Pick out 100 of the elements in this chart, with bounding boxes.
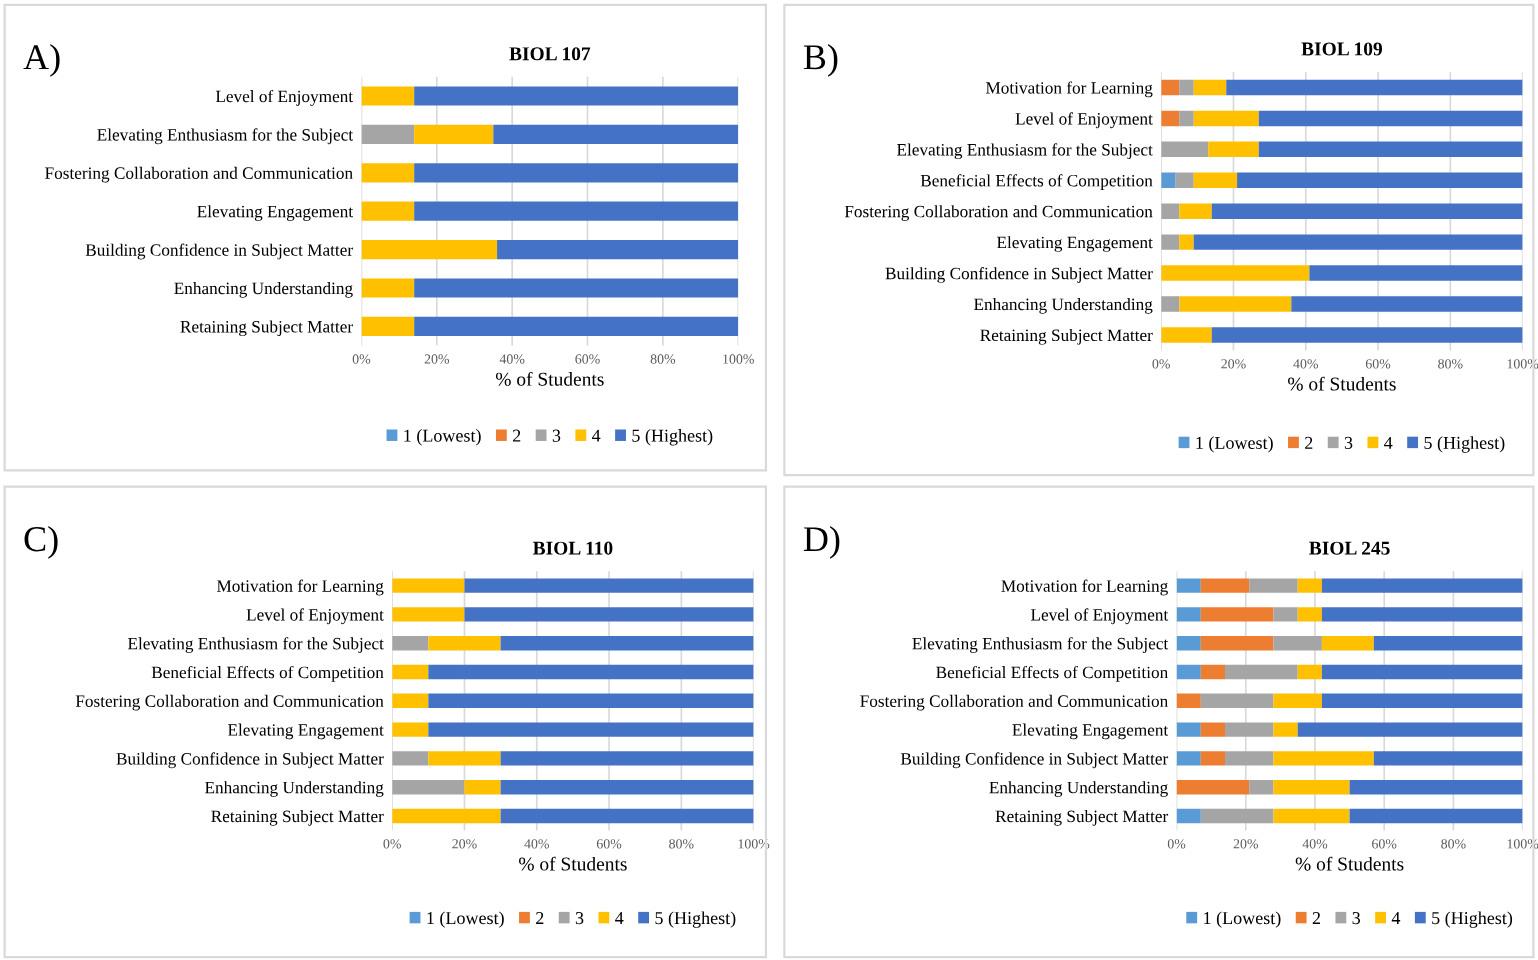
text: A) — [23, 44, 60, 77]
x-axis-title: % of Students — [519, 856, 627, 871]
legend-label: 4 — [615, 912, 624, 924]
chart-title: BIOL 245 — [1309, 541, 1390, 555]
bar — [1297, 578, 1322, 593]
legend-label: 1 (Lowest) — [427, 911, 504, 928]
bar — [493, 124, 739, 144]
bar — [1161, 296, 1180, 312]
text: D) — [803, 525, 840, 559]
bar — [1309, 265, 1523, 281]
bar — [1200, 664, 1226, 680]
bar — [428, 693, 754, 708]
y-tick-label: Beneficial Effects of Competition — [936, 665, 1168, 682]
y-tick-label: Enhancing Understanding — [974, 298, 1153, 314]
bar — [1273, 693, 1322, 708]
bar — [1297, 664, 1322, 680]
legend-label: 5 (Highest) — [655, 911, 736, 928]
text: B) — [803, 44, 838, 77]
bar — [1161, 172, 1176, 188]
legend-label: 1 (Lowest) — [404, 429, 481, 446]
bar — [361, 86, 415, 106]
y-tick-label: Enhancing Understanding — [205, 781, 384, 797]
bar — [1226, 79, 1523, 96]
bar — [1208, 141, 1259, 158]
legend-label: 1 (Lowest) — [1204, 911, 1281, 928]
bar — [1193, 79, 1227, 96]
bar — [1179, 234, 1194, 250]
bar — [1176, 664, 1201, 680]
bar — [500, 780, 754, 795]
bar — [1179, 203, 1212, 219]
y-tick-label: Building Confidence in Subject Matter — [116, 752, 384, 769]
bar — [1373, 751, 1523, 766]
bar — [361, 278, 415, 298]
bar — [361, 201, 415, 221]
y-tick-label: Motivation for Learning — [985, 81, 1153, 98]
bar — [1321, 693, 1523, 708]
bar — [392, 578, 465, 593]
bar — [428, 722, 754, 737]
bar — [428, 751, 501, 766]
bar — [1349, 808, 1523, 824]
bar — [392, 636, 429, 651]
bar — [1373, 636, 1523, 651]
bar — [414, 201, 739, 221]
bar — [1249, 578, 1298, 593]
bar — [1161, 265, 1310, 281]
bar — [497, 240, 739, 260]
bar — [1321, 636, 1374, 651]
chart-title: BIOL 109 — [1301, 42, 1382, 56]
bar — [1176, 693, 1201, 708]
bar — [361, 124, 415, 144]
y-tick-label: Elevating Engagement — [227, 723, 384, 740]
bar — [392, 607, 465, 622]
y-tick-label: Elevating Enthusiasm for the Subject — [97, 128, 353, 145]
bar — [414, 124, 494, 144]
bar — [1273, 607, 1298, 622]
bar — [1200, 808, 1274, 824]
bar — [361, 163, 415, 183]
legend-label: 4 — [1391, 912, 1401, 924]
legend-label: 5 (Highest) — [632, 429, 713, 446]
y-tick-label: Beneficial Effects of Competition — [920, 174, 1153, 190]
bar — [1176, 578, 1201, 593]
bar — [428, 664, 754, 680]
y-tick-label: Elevating Enthusiasm for the Subject — [896, 143, 1153, 160]
bar — [392, 664, 429, 680]
bar — [1200, 751, 1226, 766]
bar — [1225, 722, 1274, 737]
bar — [1200, 578, 1250, 593]
y-tick-label: Level of Enjoyment — [246, 608, 384, 625]
y-tick-label: Elevating Engagement — [996, 236, 1153, 252]
bar — [464, 780, 501, 795]
bar — [500, 636, 754, 651]
y-tick-label: Fostering Collaboration and Communication — [860, 694, 1168, 711]
bar — [1176, 636, 1201, 651]
bar — [1273, 636, 1322, 651]
bar — [1193, 172, 1238, 188]
y-tick-label: Building Confidence in Subject Matter — [900, 752, 1169, 769]
bar — [1211, 327, 1523, 343]
bar — [1176, 751, 1201, 766]
bar — [1273, 751, 1374, 766]
legend-label: 2 — [536, 912, 544, 924]
bar — [1258, 110, 1523, 127]
bar — [392, 693, 429, 708]
y-tick-label: Fostering Collaboration and Communication — [844, 205, 1153, 221]
legend-label: 3 — [575, 912, 584, 925]
legend-label: 4 — [1384, 436, 1393, 449]
y-tick-label: Beneficial Effects of Competition — [151, 665, 384, 682]
bar — [1225, 751, 1274, 766]
bar — [392, 808, 501, 824]
bar — [428, 636, 501, 651]
y-tick-label: Elevating Engagement — [1012, 723, 1169, 740]
bar — [1273, 808, 1350, 824]
bar — [1176, 607, 1201, 622]
bar — [1258, 141, 1523, 158]
y-tick-label: Fostering Collaboration and Communication — [75, 694, 384, 711]
bar — [361, 240, 498, 260]
y-tick-label: Building Confidence in Subject Matter — [885, 267, 1153, 283]
bar — [1297, 722, 1523, 737]
bar — [1179, 110, 1194, 127]
bar — [1161, 141, 1209, 158]
bar — [1297, 607, 1322, 622]
